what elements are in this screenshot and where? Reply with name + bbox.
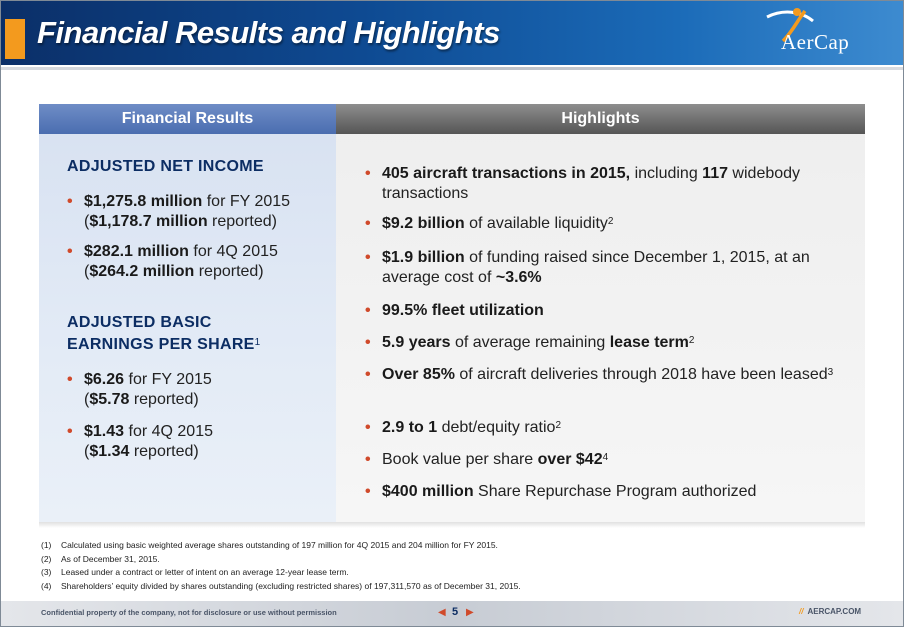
confidential-notice: Confidential property of the company, no… bbox=[41, 608, 337, 617]
bullet-icon: • bbox=[365, 451, 371, 468]
bullet-icon: • bbox=[67, 193, 73, 210]
adjusted-net-income-title: ADJUSTED NET INCOME bbox=[67, 158, 264, 175]
bullet-icon: • bbox=[365, 419, 371, 436]
footnote-1: (1) Calculated using basic weighted avera… bbox=[41, 540, 498, 550]
bullet-icon: • bbox=[365, 483, 371, 500]
header-accent-bar bbox=[5, 19, 25, 59]
footnote-4: (4) Shareholders’ equity divided by share… bbox=[41, 580, 521, 591]
bullet-icon: • bbox=[365, 165, 371, 182]
footnote-2: (2) As of December 31, 2015. bbox=[41, 553, 160, 564]
aercap-logo-icon bbox=[766, 8, 814, 43]
slide-header: Financial Results and Highlights AerCap bbox=[1, 1, 903, 65]
logo-wordmark: AerCap bbox=[781, 30, 850, 54]
financial-results-panel: Financial Results ADJUSTED NET INCOME • … bbox=[39, 104, 336, 522]
page-navigator: ◀ 5 ▶ bbox=[438, 605, 478, 621]
footnote-3: (3) Leased under a contract or letter of … bbox=[41, 567, 349, 577]
bullet-icon: • bbox=[365, 366, 371, 383]
website-link[interactable]: //AERCAP.COM bbox=[799, 607, 862, 616]
footnotes: (1) Calculated using basic weighted avera… bbox=[41, 539, 881, 593]
highlights-heading: Highlights bbox=[336, 104, 865, 134]
bullet-icon: • bbox=[365, 334, 371, 351]
bullet-icon: • bbox=[67, 423, 73, 440]
header-divider bbox=[1, 67, 903, 70]
prev-page-icon[interactable]: ◀ bbox=[438, 607, 446, 618]
financial-results-heading: Financial Results bbox=[39, 104, 336, 134]
slide-title: Financial Results and Highlights bbox=[37, 15, 500, 50]
next-page-icon[interactable]: ▶ bbox=[466, 607, 474, 618]
slide-footer: Confidential property of the company, no… bbox=[1, 601, 903, 626]
bullet-icon: • bbox=[67, 371, 73, 388]
adjusted-eps-title: ADJUSTED BASIC EARNINGS PER SHARE1 bbox=[67, 314, 261, 353]
bullet-icon: • bbox=[365, 249, 371, 266]
highlights-panel: Highlights • 405 aircraft transactions i… bbox=[336, 104, 865, 522]
page-number: 5 bbox=[452, 606, 459, 618]
bullet-icon: • bbox=[67, 243, 73, 260]
bullet-icon: • bbox=[365, 215, 371, 232]
bullet-icon: • bbox=[365, 302, 371, 319]
panel-shadow bbox=[39, 522, 865, 528]
